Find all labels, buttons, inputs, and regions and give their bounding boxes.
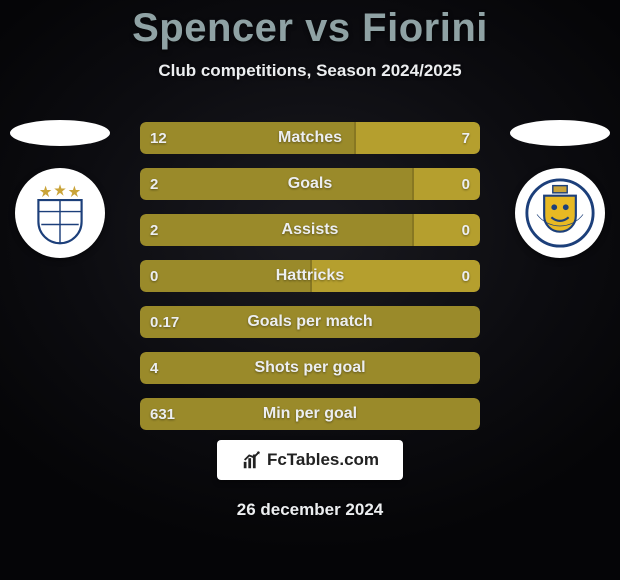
stat-value-left: 12 <box>140 122 177 154</box>
team-left-crest <box>15 168 105 258</box>
stat-row: Matches12 7 <box>140 122 480 154</box>
stat-row: Goals per match0.17 <box>140 306 480 338</box>
stat-label: Matches <box>140 122 480 154</box>
highlight-ellipse <box>10 120 110 146</box>
subtitle: Club competitions, Season 2024/2025 <box>0 61 620 81</box>
team-right-crest <box>515 168 605 258</box>
stat-value-left: 0.17 <box>140 306 189 338</box>
stat-row: Goals2 0 <box>140 168 480 200</box>
highlight-ellipse <box>510 120 610 146</box>
stat-value-right: 7 <box>452 122 480 154</box>
team-left <box>10 120 110 258</box>
stat-value-right: 0 <box>452 260 480 292</box>
stat-value-left: 2 <box>140 214 168 246</box>
stat-row: Min per goal631 <box>140 398 480 430</box>
stat-value-left: 0 <box>140 260 168 292</box>
branding-text: FcTables.com <box>267 450 379 470</box>
comparison-card: Spencer vs Fiorini Club competitions, Se… <box>0 0 620 580</box>
stat-label: Goals <box>140 168 480 200</box>
team-right <box>510 120 610 258</box>
stat-row: Shots per goal4 <box>140 352 480 384</box>
stat-label: Hattricks <box>140 260 480 292</box>
stat-value-right: 0 <box>452 214 480 246</box>
chart-icon <box>241 449 263 471</box>
stat-label: Goals per match <box>140 306 480 338</box>
stat-value-left: 4 <box>140 352 168 384</box>
stat-value-right: 0 <box>452 168 480 200</box>
page-title: Spencer vs Fiorini <box>0 0 620 51</box>
date-text: 26 december 2024 <box>0 500 620 520</box>
crest-right-icon <box>524 177 596 249</box>
stat-label: Assists <box>140 214 480 246</box>
stat-label: Shots per goal <box>140 352 480 384</box>
stat-value-left: 631 <box>140 398 185 430</box>
stat-label: Min per goal <box>140 398 480 430</box>
stat-value-left: 2 <box>140 168 168 200</box>
stat-row: Assists2 0 <box>140 214 480 246</box>
crest-left-icon <box>24 177 96 249</box>
branding-badge: FcTables.com <box>217 440 403 480</box>
stat-row: Hattricks0 0 <box>140 260 480 292</box>
stats-list: Matches127Goals20Assists20Hattricks00Goa… <box>140 122 480 430</box>
